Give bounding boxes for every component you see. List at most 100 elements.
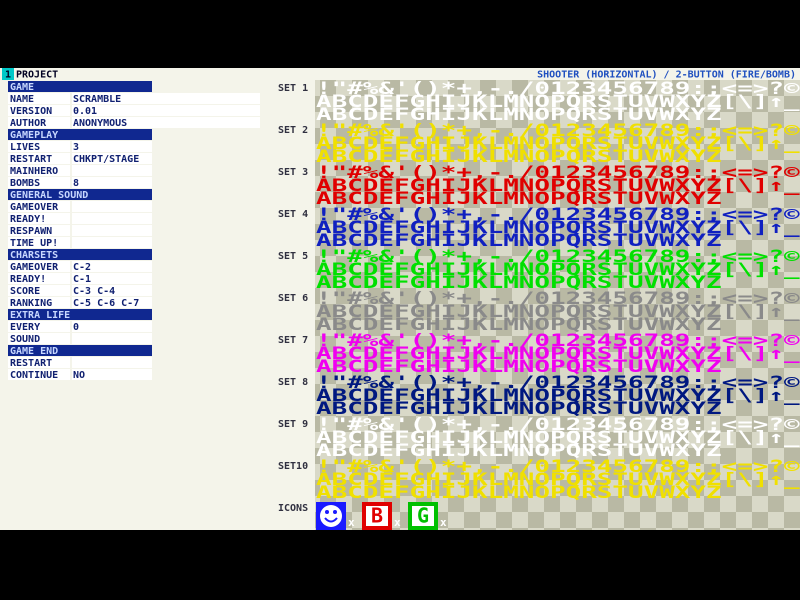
label-cell xyxy=(8,333,70,344)
section-title: CHARSETS xyxy=(10,250,58,261)
tab-title[interactable]: PROJECT xyxy=(16,70,58,81)
value-cell[interactable] xyxy=(72,369,152,380)
value-cell[interactable] xyxy=(72,105,260,116)
charset-line[interactable]: ABCDEFGHIJKLMNOPQRSTUVWXYZ xyxy=(316,483,722,503)
charset-line[interactable]: ABCDEFGHIJKLMNOPQRSTUVWXYZ[\]↑_ xyxy=(316,260,800,280)
icon-suffix: x xyxy=(440,516,447,529)
charset-line[interactable]: ABCDEFGHIJKLMNOPQRSTUVWXYZ xyxy=(316,357,722,377)
icon-inner xyxy=(366,506,388,526)
charset-line[interactable]: !"#%&'()*+,-./0123456789:;<=>?© xyxy=(316,289,800,309)
charset-line[interactable]: !"#%&'()*+,-./0123456789:;<=>?© xyxy=(316,373,800,393)
label-cell xyxy=(8,273,70,284)
value-cell[interactable] xyxy=(72,153,152,164)
field-value: CHKPT/STAGE xyxy=(73,154,139,165)
field-value: C-5 C-6 C-7 xyxy=(73,298,139,309)
field-label: SOUND xyxy=(10,334,40,345)
field-value: 0 xyxy=(73,322,79,333)
section-title: GAMEPLAY xyxy=(10,130,58,141)
icon-letter: G xyxy=(417,504,429,528)
field-value: ANONYMOUS xyxy=(73,118,127,129)
label-cell xyxy=(8,369,70,380)
field-value: 0.01 xyxy=(73,106,97,117)
icon-letter: B xyxy=(371,504,383,528)
charset-line[interactable]: ABCDEFGHIJKLMNOPQRSTUVWXYZ[\]↑_ xyxy=(316,344,800,364)
charset-line[interactable]: !"#%&'()*+,-./0123456789:;<=>?© xyxy=(316,457,800,477)
value-cell[interactable] xyxy=(72,333,152,344)
charset-line[interactable]: ABCDEFGHIJKLMNOPQRSTUVWXYZ[\]↑_ xyxy=(316,176,800,196)
charset-line[interactable]: !"#%&'()*+,-./0123456789:;<=>?© xyxy=(316,247,800,267)
section-title: GAME END xyxy=(10,346,58,357)
field-label: RESTART xyxy=(10,358,52,369)
icon-suffix: x xyxy=(348,516,355,529)
label-cell xyxy=(8,165,70,176)
value-cell[interactable] xyxy=(72,93,260,104)
field-label: MAINHERO xyxy=(10,166,58,177)
value-cell[interactable] xyxy=(72,177,152,188)
charset-line[interactable]: ABCDEFGHIJKLMNOPQRSTUVWXYZ xyxy=(316,105,722,125)
value-cell[interactable] xyxy=(72,225,152,236)
section-header xyxy=(8,309,152,320)
value-cell[interactable] xyxy=(72,213,152,224)
charset-line[interactable]: ABCDEFGHIJKLMNOPQRSTUVWXYZ[\]↑_ xyxy=(316,302,800,322)
charset-line[interactable]: !"#%&'()*+,-./0123456789:;<=>?© xyxy=(316,121,800,141)
charset-line[interactable]: ABCDEFGHIJKLMNOPQRSTUVWXYZ xyxy=(316,147,722,167)
charset-line[interactable]: ABCDEFGHIJKLMNOPQRSTUVWXYZ[\]↑_ xyxy=(316,92,800,112)
section-header xyxy=(8,345,152,356)
charset-line[interactable]: ABCDEFGHIJKLMNOPQRSTUVWXYZ xyxy=(316,273,722,293)
field-label: GAMEOVER xyxy=(10,262,59,273)
label-cell xyxy=(8,153,70,164)
field-label: BOMBS xyxy=(10,178,40,189)
set-label: SET 5 xyxy=(278,251,308,262)
charset-line[interactable]: ABCDEFGHIJKLMNOPQRSTUVWXYZ[\]↑_ xyxy=(316,386,800,406)
charset-line[interactable]: ABCDEFGHIJKLMNOPQRSTUVWXYZ[\]↑_ xyxy=(316,470,800,490)
value-cell[interactable] xyxy=(72,165,152,176)
value-cell[interactable] xyxy=(72,237,152,248)
field-value: C-3 C-4 xyxy=(73,286,115,297)
section-header xyxy=(8,81,152,92)
charset-line[interactable]: ABCDEFGHIJKLMNOPQRSTUVWXYZ xyxy=(316,189,722,209)
set-label: SET 2 xyxy=(278,125,308,136)
charset-line[interactable]: ABCDEFGHIJKLMNOPQRSTUVWXYZ[\]↑_ xyxy=(316,218,800,238)
field-value: 3 xyxy=(73,142,79,153)
label-cell xyxy=(8,177,70,188)
label-cell xyxy=(8,285,70,296)
charset-line[interactable]: !"#%&'()*+,-./0123456789:;<=>?© xyxy=(316,79,800,99)
charset-line[interactable]: ABCDEFGHIJKLMNOPQRSTUVWXYZ xyxy=(316,441,722,461)
value-cell[interactable] xyxy=(72,285,152,296)
set-label: SET 3 xyxy=(278,167,308,178)
field-label: GAMEOVER xyxy=(10,202,59,213)
tab-number-box xyxy=(2,68,14,80)
value-cell[interactable] xyxy=(72,297,152,308)
field-value: NO xyxy=(73,370,85,381)
charset-line[interactable]: !"#%&'()*+,-./0123456789:;<=>?© xyxy=(316,205,800,225)
label-cell xyxy=(8,117,70,128)
charset-line[interactable]: !"#%&'()*+,-./0123456789:;<=>?© xyxy=(316,415,800,435)
section-title: EXTRA LIFE xyxy=(10,310,70,321)
subtitle: SHOOTER (HORIZONTAL) / 2-BUTTON (FIRE/BO… xyxy=(537,70,796,81)
field-label: VERSION xyxy=(10,106,52,117)
charset-line[interactable]: ABCDEFGHIJKLMNOPQRSTUVWXYZ xyxy=(316,315,722,335)
charset-line[interactable]: ABCDEFGHIJKLMNOPQRSTUVWXYZ[\]↑_ xyxy=(316,428,800,448)
field-value: SCRAMBLE xyxy=(73,94,121,105)
icon-inner xyxy=(412,506,434,526)
label-cell xyxy=(8,297,70,308)
icon-face xyxy=(320,505,342,527)
label-cell xyxy=(8,357,70,368)
charset-line[interactable]: ABCDEFGHIJKLMNOPQRSTUVWXYZ xyxy=(316,231,722,251)
value-cell[interactable] xyxy=(72,117,260,128)
value-cell[interactable] xyxy=(72,261,152,272)
icons-label: ICONS xyxy=(278,503,308,514)
charset-line[interactable]: ABCDEFGHIJKLMNOPQRSTUVWXYZ[\]↑_ xyxy=(316,134,800,154)
charset-line[interactable]: ABCDEFGHIJKLMNOPQRSTUVWXYZ xyxy=(316,399,722,419)
charset-line[interactable]: !"#%&'()*+,-./0123456789:;<=>?© xyxy=(316,331,800,351)
label-cell xyxy=(8,261,70,272)
value-cell[interactable] xyxy=(72,273,152,284)
value-cell[interactable] xyxy=(72,141,152,152)
charset-line[interactable]: !"#%&'()*+,-./0123456789:;<=>?© xyxy=(316,163,800,183)
value-cell[interactable] xyxy=(72,357,152,368)
field-label: SCORE xyxy=(10,286,40,297)
value-cell[interactable] xyxy=(72,201,152,212)
value-cell[interactable] xyxy=(72,321,152,332)
label-cell xyxy=(8,225,70,236)
